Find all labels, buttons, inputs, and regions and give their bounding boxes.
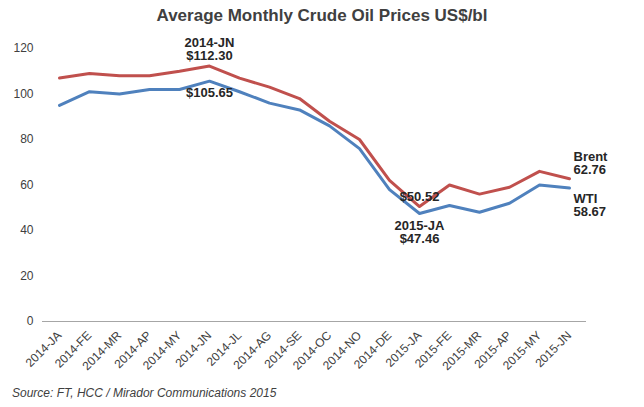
svg-text:40: 40	[20, 223, 34, 237]
svg-text:2014-AG: 2014-AG	[230, 328, 275, 373]
svg-text:2014-SE: 2014-SE	[261, 328, 305, 372]
svg-text:WTI58.67: WTI58.67	[574, 191, 607, 219]
svg-text:20: 20	[20, 269, 34, 283]
svg-text:0: 0	[27, 314, 34, 328]
svg-text:$50.52: $50.52	[400, 189, 440, 204]
svg-text:2014-OC: 2014-OC	[290, 328, 335, 373]
svg-text:2015-JA: 2015-JA	[382, 328, 425, 370]
svg-text:2014-JN: 2014-JN	[172, 328, 215, 371]
svg-text:2014-JA: 2014-JA	[22, 328, 65, 370]
svg-text:$105.65: $105.65	[186, 85, 233, 100]
svg-text:60: 60	[20, 178, 34, 192]
svg-text:2014-JL: 2014-JL	[203, 328, 245, 369]
html-text:Average Monthly Crude Oil Pric: Average Monthly Crude Oil Prices US$/bl	[156, 6, 488, 25]
svg-text:Brent62.76: Brent62.76	[574, 149, 609, 177]
svg-text:2015-FE: 2015-FE	[411, 328, 455, 371]
svg-text:120: 120	[13, 41, 33, 55]
svg-text:2014-DE: 2014-DE	[350, 328, 395, 372]
svg-text:2014-NO: 2014-NO	[320, 328, 365, 373]
svg-text:80: 80	[20, 132, 34, 146]
svg-text:2014-AP: 2014-AP	[111, 328, 155, 372]
svg-text:2015-AP: 2015-AP	[471, 328, 515, 372]
svg-text:2015-MY: 2015-MY	[500, 328, 545, 373]
svg-text:2015-JN: 2015-JN	[532, 328, 574, 370]
svg-text:2014-MR: 2014-MR	[79, 328, 125, 374]
svg-text:2014-JN$112.30: 2014-JN$112.30	[185, 35, 235, 63]
svg-text:100: 100	[13, 87, 33, 101]
svg-text:2015-MR: 2015-MR	[439, 328, 485, 374]
svg-text:2014-MY: 2014-MY	[140, 328, 185, 373]
html-text:Source: FT, HCC / Mirador Comm: Source: FT, HCC / Mirador Communications…	[12, 386, 277, 400]
svg-text:2014-FE: 2014-FE	[51, 328, 95, 371]
svg-text:2015-JA$47.46: 2015-JA$47.46	[395, 218, 445, 246]
